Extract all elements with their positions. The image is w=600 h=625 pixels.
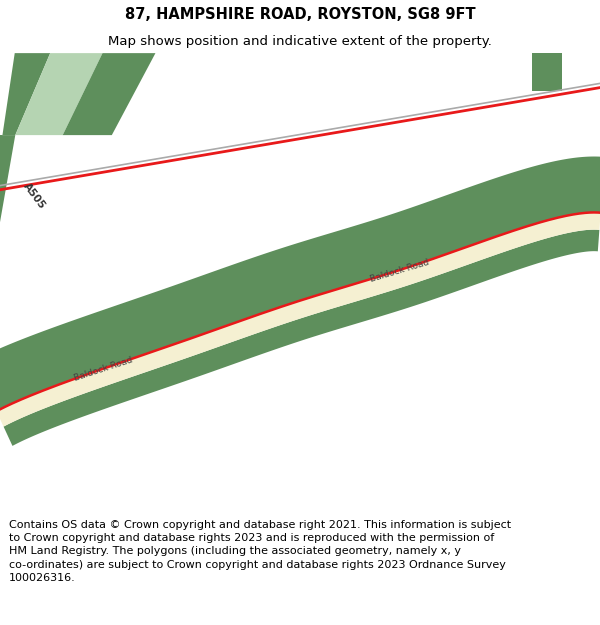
Polygon shape <box>0 156 600 411</box>
Text: 87, HAMPSHIRE ROAD, ROYSTON, SG8 9FT: 87, HAMPSHIRE ROAD, ROYSTON, SG8 9FT <box>125 8 475 22</box>
Text: Baldock Road: Baldock Road <box>369 258 430 284</box>
Text: A505: A505 <box>21 181 47 211</box>
Text: Map shows position and indicative extent of the property.: Map shows position and indicative extent… <box>108 35 492 48</box>
Polygon shape <box>4 229 599 446</box>
Polygon shape <box>15 53 103 135</box>
Polygon shape <box>0 213 600 427</box>
Polygon shape <box>0 53 50 516</box>
Text: Contains OS data © Crown copyright and database right 2021. This information is : Contains OS data © Crown copyright and d… <box>9 520 511 582</box>
Polygon shape <box>0 135 15 284</box>
Polygon shape <box>532 53 562 91</box>
Polygon shape <box>63 53 155 135</box>
Text: Baldock Road: Baldock Road <box>73 356 133 383</box>
